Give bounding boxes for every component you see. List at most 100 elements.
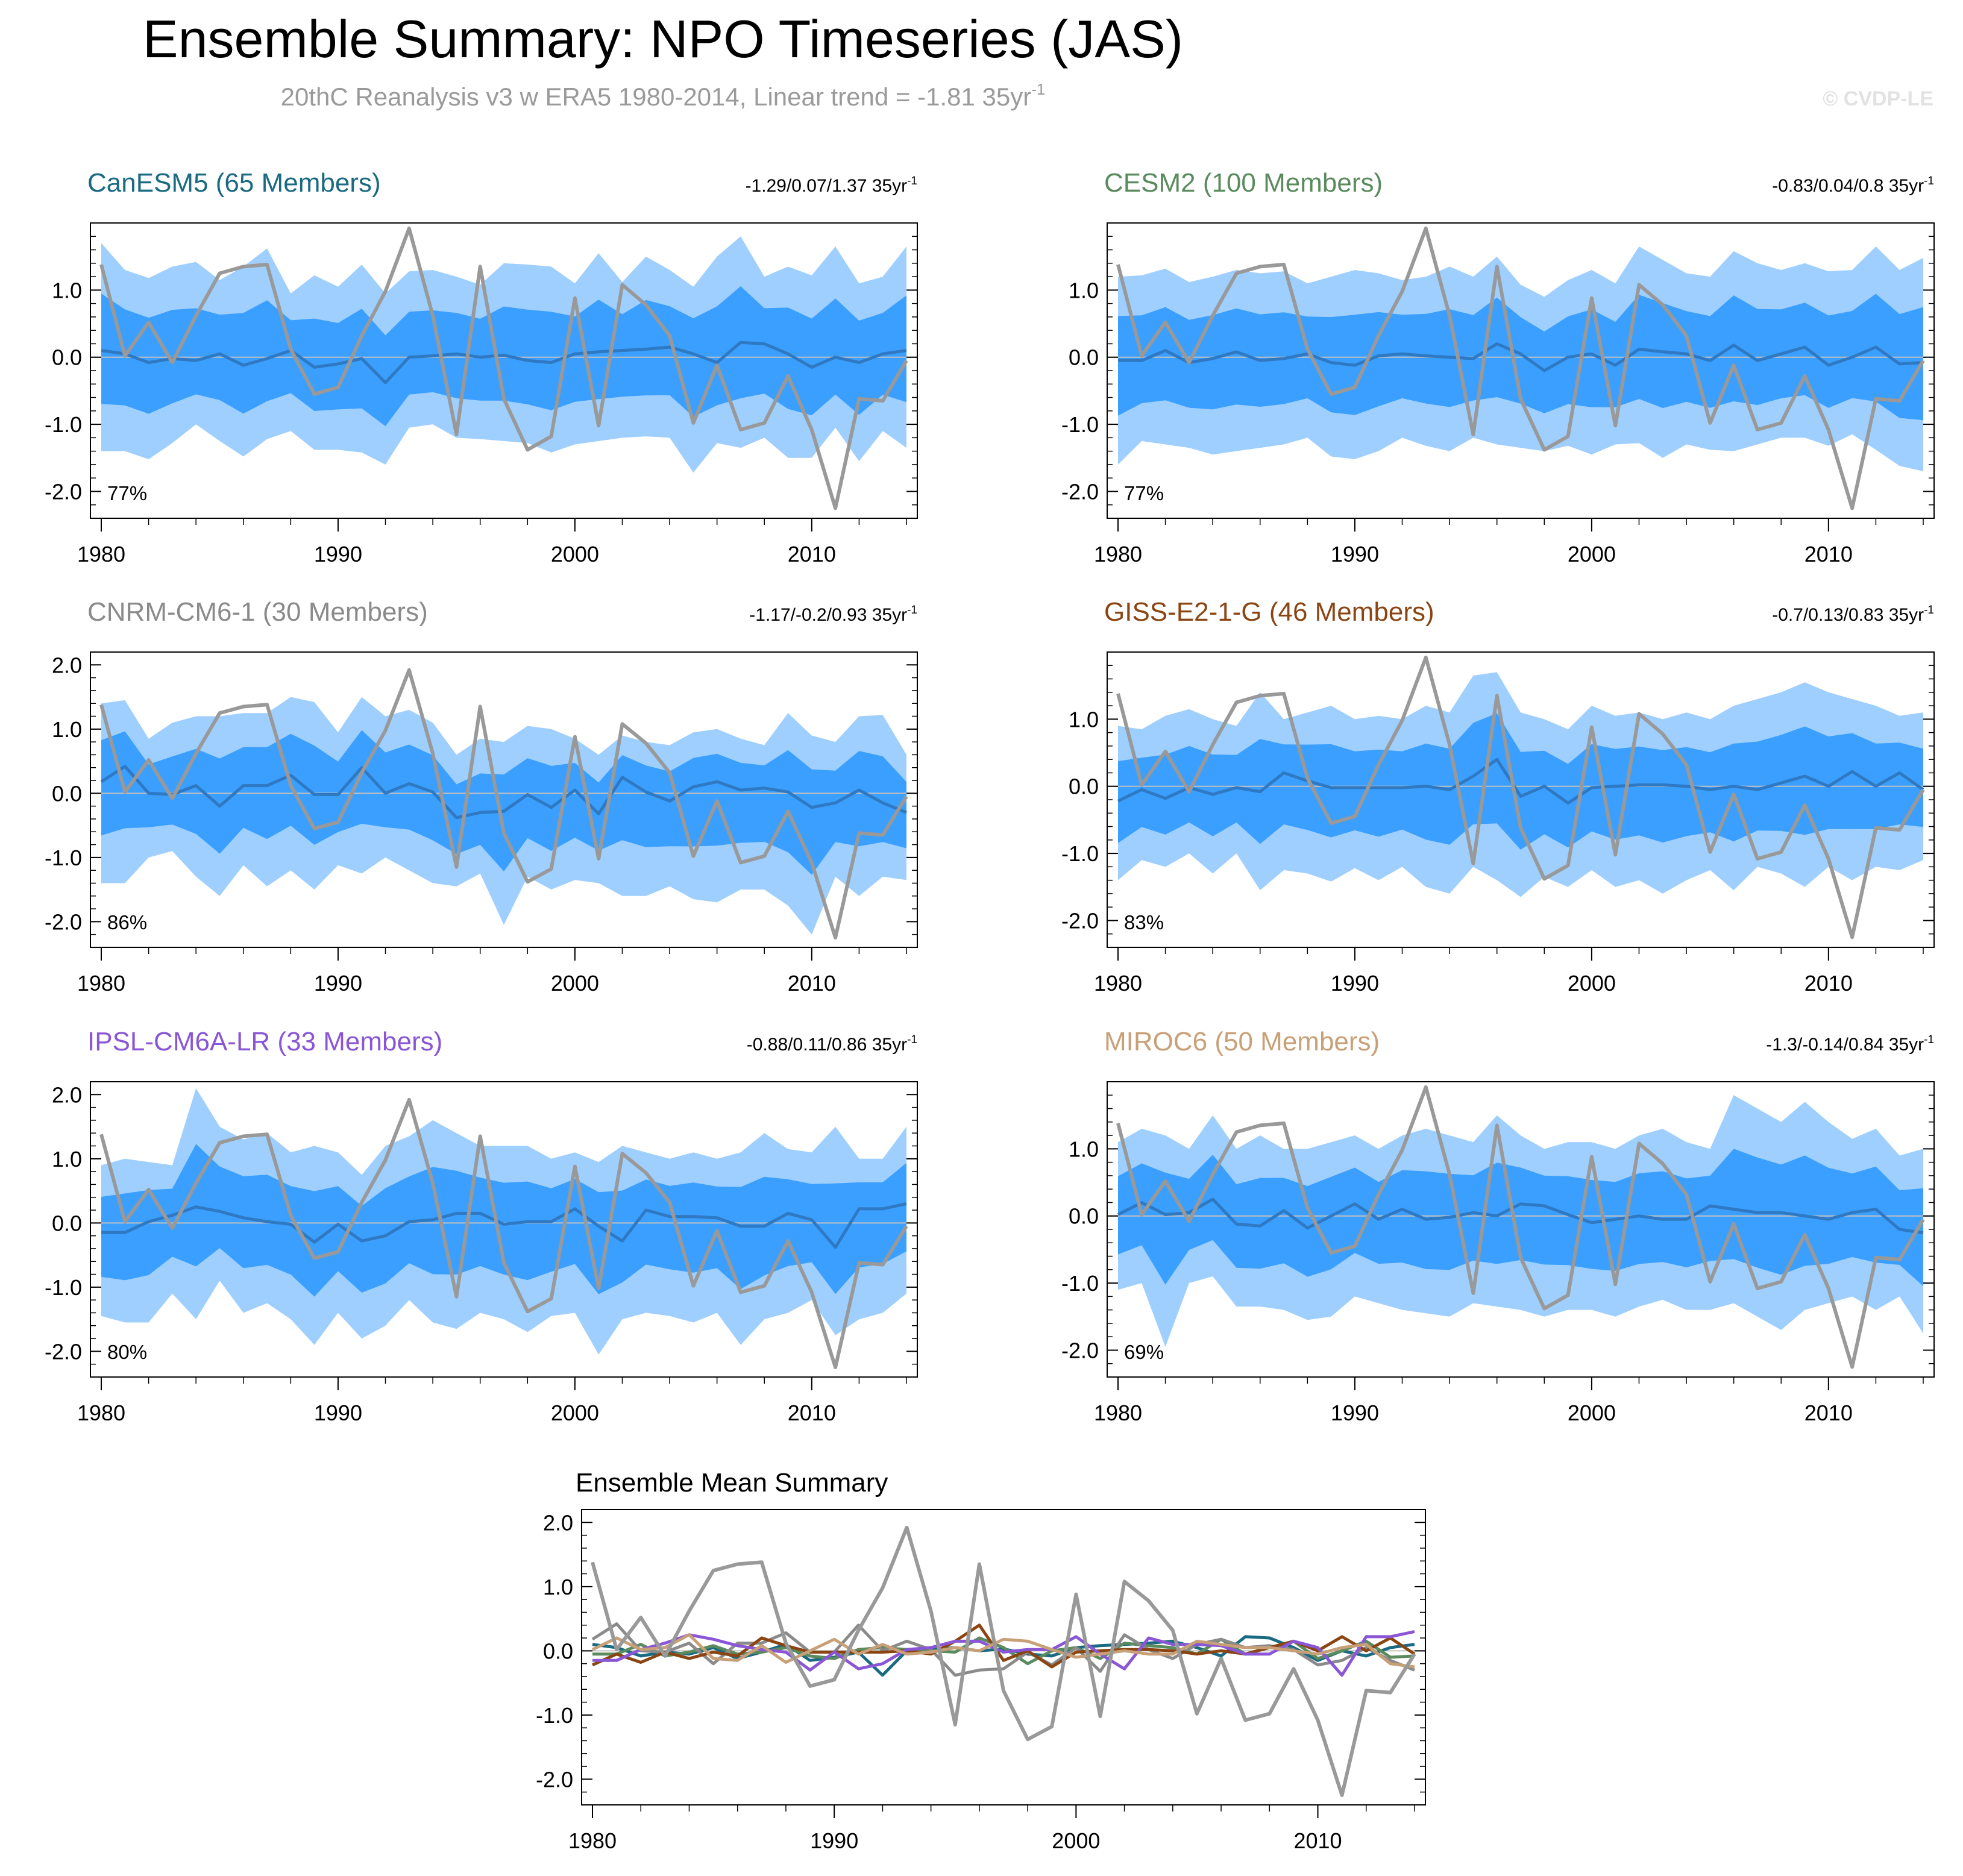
panel-stats-text: -1.29/0.07/1.37 35yr bbox=[746, 176, 908, 196]
y-tick-label: -1.0 bbox=[45, 1275, 82, 1300]
ensemble-mean-line bbox=[101, 1202, 907, 1249]
spread-band-inner bbox=[101, 730, 906, 875]
panel-percent: 77% bbox=[107, 482, 147, 504]
series-line-giss-e2-1-g bbox=[591, 1623, 1416, 1669]
x-tick-label: 2010 bbox=[788, 542, 836, 566]
subtitle-text: 20thC Reanalysis v3 w ERA5 1980-2014, Li… bbox=[281, 83, 1032, 111]
y-tick-label: -1.0 bbox=[1061, 1271, 1099, 1296]
observations-line bbox=[1116, 655, 1925, 940]
panel-stats: -0.7/0.13/0.83 35yr-1 bbox=[1772, 604, 1934, 625]
chart-panel-6: 2.0 1.0 0.0 -1.0 -2.0 1980 1990 2000 2010 Ensembl… bbox=[536, 1468, 1426, 1853]
x-tick-label: 2010 bbox=[788, 971, 836, 996]
panel-stats: -1.17/-0.2/0.93 35yr-1 bbox=[749, 604, 917, 625]
y-tick-label: -1.0 bbox=[45, 845, 82, 870]
x-tick-label: 1990 bbox=[1331, 1401, 1379, 1425]
panel-percent: 77% bbox=[1124, 482, 1164, 504]
axes-frame bbox=[90, 651, 918, 948]
series-line-miroc6 bbox=[591, 1633, 1415, 1669]
panel-title: CNRM-CM6-1 (30 Members) bbox=[87, 597, 428, 627]
y-tick-label: 1.0 bbox=[52, 1147, 82, 1172]
panel-stats: -1.29/0.07/1.37 35yr-1 bbox=[746, 175, 917, 196]
y-tick-label: 0.0 bbox=[52, 345, 82, 370]
plot-content bbox=[1107, 655, 1934, 940]
panel-stats-superscript: -1 bbox=[907, 1034, 917, 1046]
panel-stats-superscript: -1 bbox=[907, 604, 917, 616]
panel-title: IPSL-CM6A-LR (33 Members) bbox=[87, 1027, 442, 1056]
x-tick-label: 2000 bbox=[1568, 542, 1616, 566]
series-line-observations bbox=[591, 1525, 1416, 1797]
x-tick-label: 2010 bbox=[1804, 542, 1853, 566]
chart-panel-1: 1.0 0.0 -1.0 -2.0 1980 1990 2000 2010 CESM2 (100… bbox=[1061, 168, 1935, 566]
watermark: © CVDP-LE bbox=[1823, 87, 1933, 110]
panel-title: CESM2 (100 Members) bbox=[1104, 168, 1383, 198]
x-tick-label: 1990 bbox=[314, 971, 362, 996]
plot-content bbox=[90, 668, 917, 940]
x-tick-label: 1990 bbox=[1331, 971, 1379, 996]
x-tick-label: 1980 bbox=[1094, 971, 1142, 996]
y-tick-label: -2.0 bbox=[45, 1339, 82, 1364]
panel-stats-superscript: -1 bbox=[1924, 1034, 1934, 1046]
x-tick-label: 2010 bbox=[1804, 971, 1853, 996]
y-tick-label: 1.0 bbox=[1069, 707, 1099, 732]
panel-stats-text: -1.3/-0.14/0.84 35yr bbox=[1766, 1035, 1924, 1055]
y-tick-label: 1.0 bbox=[52, 717, 82, 742]
x-tick-label: 2010 bbox=[788, 1401, 836, 1425]
chart-panel-4: 2.0 1.0 0.0 -1.0 -2.0 1980 1990 2000 2010 IPSL-CM… bbox=[45, 1027, 918, 1425]
x-tick-label: 1980 bbox=[77, 971, 125, 996]
panel-stats-text: -0.88/0.11/0.86 35yr bbox=[747, 1035, 907, 1055]
panel-stats-superscript: -1 bbox=[1924, 604, 1934, 616]
panel-stats-text: -0.7/0.13/0.83 35yr bbox=[1772, 605, 1924, 625]
y-tick-label: -1.0 bbox=[536, 1703, 573, 1728]
plot-area bbox=[582, 1510, 1425, 1805]
y-tick-label: 2.0 bbox=[543, 1510, 573, 1535]
figure-subtitle: 20thC Reanalysis v3 w ERA5 1980-2014, Li… bbox=[281, 80, 1046, 111]
x-tick-label: 1980 bbox=[77, 1401, 125, 1425]
ensemble-mean-line bbox=[100, 765, 907, 820]
x-tick-label: 2000 bbox=[1568, 971, 1616, 996]
y-tick-label: 2.0 bbox=[52, 653, 82, 677]
panel-percent: 86% bbox=[107, 911, 147, 933]
panel-stats-text: -1.17/-0.2/0.93 35yr bbox=[749, 605, 907, 625]
y-tick-label: -2.0 bbox=[1061, 908, 1099, 933]
ensemble-mean-line bbox=[101, 340, 907, 384]
panel-stats-text: -0.83/0.04/0.8 35yr bbox=[1772, 176, 1924, 196]
y-tick-label: -1.0 bbox=[1061, 412, 1099, 437]
plot-content bbox=[90, 1088, 917, 1369]
y-tick-label: 0.0 bbox=[52, 1211, 82, 1235]
y-tick-label: 1.0 bbox=[543, 1575, 573, 1599]
x-tick-label: 1980 bbox=[1094, 1401, 1142, 1425]
y-tick-label: -2.0 bbox=[45, 479, 82, 504]
panel-percent: 80% bbox=[107, 1341, 147, 1363]
x-tick-label: 2000 bbox=[551, 1401, 599, 1425]
panel-stats-superscript: -1 bbox=[1924, 175, 1934, 187]
x-tick-label: 1990 bbox=[1331, 542, 1379, 566]
chart-panel-3: 1.0 0.0 -1.0 -2.0 1980 1990 2000 2010 GISS-E2-1-… bbox=[1061, 597, 1935, 996]
ensemble-mean-line bbox=[1117, 1197, 1924, 1235]
x-tick-label: 1990 bbox=[314, 1401, 362, 1425]
panel-stats: -0.88/0.11/0.86 35yr-1 bbox=[747, 1034, 917, 1055]
y-tick-label: -1.0 bbox=[1061, 841, 1099, 866]
panel-percent: 69% bbox=[1124, 1341, 1164, 1363]
plot-content bbox=[1107, 226, 1934, 510]
ensemble-mean-line bbox=[1118, 342, 1924, 372]
y-tick-label: 0.0 bbox=[543, 1639, 573, 1663]
y-tick-label: -2.0 bbox=[1061, 479, 1099, 504]
summary-title: Ensemble Mean Summary bbox=[576, 1468, 888, 1498]
y-tick-label: 1.0 bbox=[1069, 1137, 1099, 1161]
y-tick-label: 0.0 bbox=[52, 781, 82, 806]
x-tick-label: 2010 bbox=[1293, 1828, 1342, 1853]
panels-container: 1.0 0.0 -1.0 -2.0 1980 1990 2000 2010 CanESM5 (6… bbox=[45, 168, 1935, 1853]
observations-line bbox=[1116, 1085, 1925, 1369]
x-tick-label: 2000 bbox=[1568, 1401, 1616, 1425]
plot-content bbox=[582, 1525, 1425, 1797]
x-tick-label: 1990 bbox=[810, 1828, 858, 1853]
y-tick-label: 1.0 bbox=[1069, 278, 1099, 303]
panel-title: CanESM5 (65 Members) bbox=[87, 168, 381, 198]
x-tick-label: 2000 bbox=[1052, 1828, 1100, 1853]
y-tick-label: -2.0 bbox=[45, 909, 82, 934]
x-tick-label: 2000 bbox=[551, 542, 599, 566]
observations-line bbox=[99, 1097, 908, 1369]
y-tick-label: 0.0 bbox=[1069, 1204, 1099, 1229]
spread-band-inner bbox=[1118, 713, 1923, 850]
